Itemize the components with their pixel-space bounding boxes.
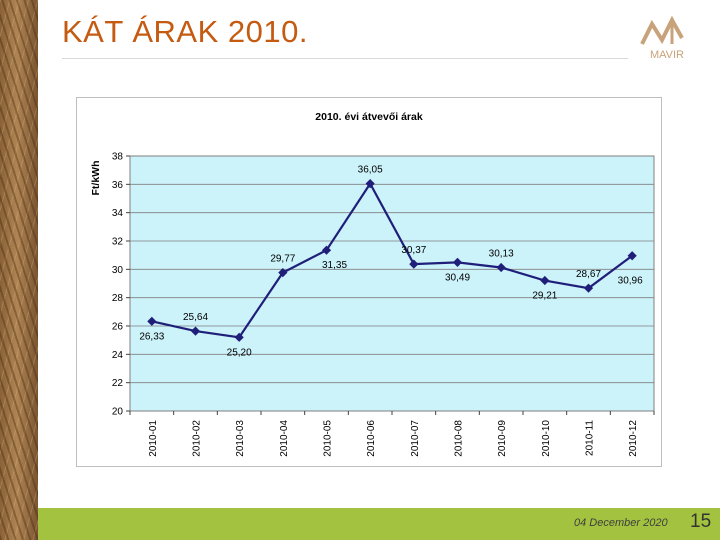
- y-tick-label: 36: [112, 180, 124, 191]
- data-label: 31,35: [322, 260, 347, 271]
- data-label: 36,05: [358, 165, 383, 176]
- x-tick-label: 2010-04: [279, 420, 290, 457]
- data-point-marker: [627, 251, 637, 261]
- data-label: 29,77: [270, 254, 295, 265]
- y-tick-label: 22: [112, 378, 124, 389]
- data-label: 25,20: [227, 347, 252, 358]
- data-label: 25,64: [183, 312, 208, 323]
- x-tick-label: 2010-05: [323, 420, 334, 457]
- x-tick-label: 2010-10: [541, 420, 552, 457]
- plot-area: [129, 155, 655, 412]
- chart-title: 2010. évi átvevői árak: [315, 111, 423, 123]
- x-tick-label: 2010-11: [585, 420, 596, 456]
- mavir-logo-mark: [640, 15, 684, 45]
- y-tick-label: 30: [112, 265, 124, 276]
- y-tick-label: 20: [112, 407, 124, 418]
- data-point-marker: [147, 316, 157, 326]
- data-label: 30,96: [618, 276, 643, 287]
- mavir-logo-text: MAVIR: [650, 49, 684, 61]
- x-tick-label: 2010-01: [148, 420, 159, 457]
- data-point-marker: [365, 179, 375, 189]
- y-tick-label: 38: [112, 152, 124, 163]
- page-number: 15: [690, 511, 712, 532]
- line-chart: 2010. évi átvevői árak Ft/kWh 20 22 24 26 28…: [90, 111, 655, 457]
- data-label: 30,13: [489, 248, 514, 259]
- x-tick-label: 2010-02: [192, 420, 203, 457]
- title-divider: [62, 58, 628, 59]
- x-tick-label: 2010-07: [410, 420, 421, 457]
- x-tick-label: 2010-08: [454, 420, 465, 457]
- footer-bar: [38, 508, 720, 540]
- data-label: 30,37: [401, 245, 426, 256]
- y-tick-label: 28: [112, 293, 124, 304]
- y-tick-label: 26: [112, 322, 124, 333]
- y-tick-label: 34: [112, 208, 124, 219]
- x-tick-label: 2010-12: [628, 420, 639, 457]
- x-tick-label: 2010-03: [235, 420, 246, 457]
- data-point-marker: [321, 245, 332, 255]
- y-tick-label: 24: [112, 350, 124, 361]
- y-axis-label: Ft/kWh: [90, 161, 102, 196]
- mavir-logo: MAVIR: [640, 15, 684, 61]
- wood-texture-sidebar: [0, 0, 38, 540]
- data-point-marker: [583, 283, 594, 293]
- data-label: 30,49: [445, 272, 470, 283]
- chart-container: 2010. évi átvevői árak Ft/kWh 20 22 24 26 28…: [76, 97, 662, 467]
- data-point-marker: [540, 275, 550, 286]
- data-point-marker: [452, 257, 463, 267]
- footer-date: 04 December 2020: [574, 517, 668, 529]
- data-point-marker: [409, 259, 419, 269]
- data-label: 28,67: [576, 269, 601, 280]
- x-tick-label: 2010-09: [497, 420, 508, 457]
- data-point-marker: [190, 326, 201, 336]
- y-tick-label: 32: [112, 237, 124, 248]
- data-label: 26,33: [139, 331, 164, 342]
- series-line: [151, 181, 633, 339]
- data-label: 29,21: [532, 291, 557, 302]
- x-tick-label: 2010-06: [366, 420, 377, 457]
- slide-title: KÁT ÁRAK 2010.: [62, 14, 308, 49]
